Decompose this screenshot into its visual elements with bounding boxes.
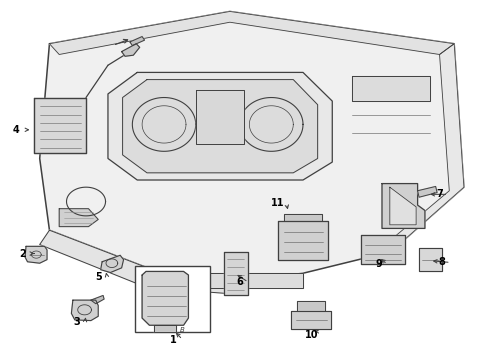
Text: 7: 7 (435, 189, 442, 199)
Polygon shape (195, 90, 244, 144)
Polygon shape (40, 230, 244, 295)
Polygon shape (108, 72, 331, 180)
Text: 11: 11 (270, 198, 284, 208)
Polygon shape (91, 296, 104, 304)
Polygon shape (380, 44, 463, 252)
Polygon shape (284, 214, 321, 221)
Polygon shape (351, 76, 429, 101)
Polygon shape (25, 246, 47, 263)
Polygon shape (389, 187, 415, 225)
Polygon shape (101, 255, 123, 273)
Polygon shape (154, 325, 176, 332)
Polygon shape (224, 252, 248, 295)
Polygon shape (49, 12, 453, 54)
Text: B: B (180, 327, 184, 333)
Polygon shape (297, 301, 325, 311)
Polygon shape (417, 186, 436, 197)
Text: 4: 4 (13, 125, 20, 135)
Polygon shape (122, 44, 140, 56)
Text: 8: 8 (438, 257, 445, 267)
Polygon shape (277, 221, 328, 260)
Polygon shape (171, 273, 303, 288)
Polygon shape (71, 300, 98, 320)
Polygon shape (418, 248, 441, 271)
Text: 6: 6 (236, 277, 243, 287)
Polygon shape (34, 98, 86, 153)
Polygon shape (381, 184, 424, 228)
Polygon shape (142, 271, 188, 325)
Polygon shape (59, 209, 98, 226)
Polygon shape (290, 311, 330, 329)
Text: 2: 2 (19, 248, 26, 258)
Text: 9: 9 (374, 259, 381, 269)
Polygon shape (360, 234, 405, 264)
Polygon shape (130, 37, 144, 45)
Bar (135, 266, 210, 332)
Text: 5: 5 (95, 272, 102, 282)
Text: 3: 3 (73, 317, 80, 327)
Polygon shape (40, 12, 463, 280)
Polygon shape (122, 80, 317, 173)
Text: 1: 1 (170, 334, 177, 345)
Text: 10: 10 (305, 330, 318, 340)
